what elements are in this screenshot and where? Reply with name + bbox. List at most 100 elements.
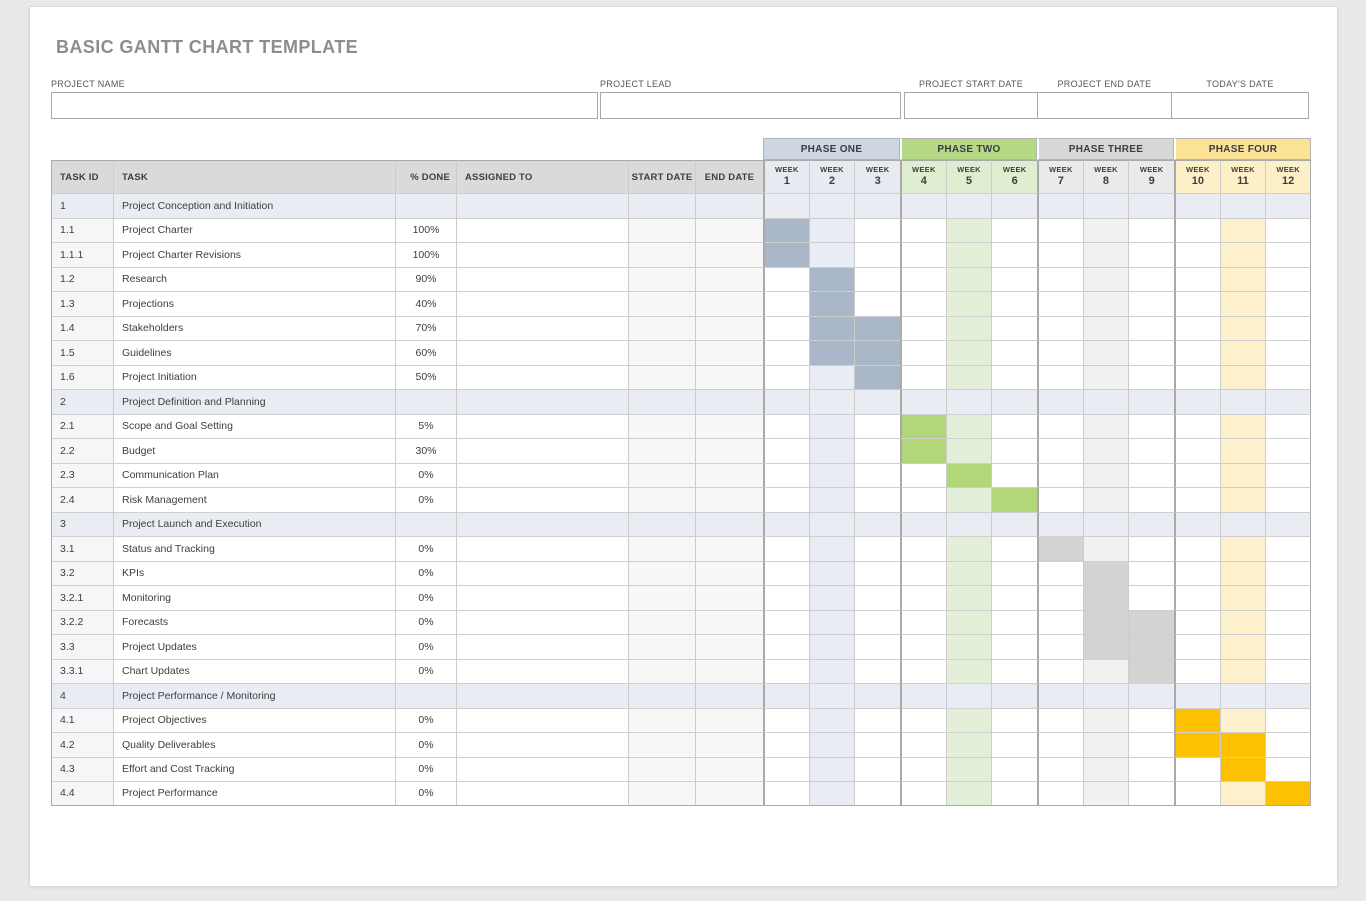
start-date-cell[interactable]	[628, 732, 695, 757]
gantt-cell-week-8[interactable]	[1082, 266, 1129, 291]
gantt-cell-week-2[interactable]	[808, 291, 855, 316]
project-lead-input[interactable]	[600, 92, 901, 119]
percent-done-cell[interactable]	[395, 683, 456, 708]
task-cell[interactable]: Project Conception and Initiation	[113, 193, 395, 218]
gantt-cell-week-2[interactable]	[808, 707, 855, 732]
gantt-cell-week-11[interactable]	[1219, 291, 1266, 316]
start-date-cell[interactable]	[628, 291, 695, 316]
gantt-cell-week-1[interactable]	[763, 756, 809, 781]
gantt-cell-week-6[interactable]	[991, 560, 1037, 585]
gantt-cell-week-8[interactable]	[1082, 707, 1129, 732]
gantt-cell-week-12[interactable]	[1265, 536, 1311, 561]
task-cell[interactable]: Project Charter	[113, 217, 395, 242]
gantt-cell-week-11[interactable]	[1219, 732, 1266, 757]
gantt-cell-week-12[interactable]	[1265, 634, 1311, 659]
gantt-cell-week-12[interactable]	[1265, 413, 1311, 438]
task-cell[interactable]: Project Initiation	[113, 364, 395, 389]
gantt-cell-week-8[interactable]	[1082, 364, 1129, 389]
task-id-cell[interactable]: 3.2.1	[51, 585, 113, 610]
gantt-cell-week-9[interactable]	[1128, 658, 1174, 683]
percent-done-cell[interactable]: 0%	[395, 781, 456, 806]
task-id-cell[interactable]: 1.3	[51, 291, 113, 316]
gantt-cell-week-4[interactable]	[900, 389, 946, 414]
percent-done-cell[interactable]: 50%	[395, 364, 456, 389]
gantt-cell-week-5[interactable]	[945, 193, 992, 218]
gantt-cell-week-8[interactable]	[1082, 389, 1129, 414]
start-date-cell[interactable]	[628, 511, 695, 536]
gantt-cell-week-12[interactable]	[1265, 609, 1311, 634]
gantt-cell-week-11[interactable]	[1219, 193, 1266, 218]
gantt-cell-week-2[interactable]	[808, 364, 855, 389]
assigned-to-cell[interactable]	[456, 266, 628, 291]
gantt-cell-week-12[interactable]	[1265, 756, 1311, 781]
gantt-cell-week-11[interactable]	[1219, 266, 1266, 291]
gantt-cell-week-9[interactable]	[1128, 487, 1174, 512]
gantt-cell-week-12[interactable]	[1265, 291, 1311, 316]
task-cell[interactable]: Project Updates	[113, 634, 395, 659]
start-date-cell[interactable]	[628, 683, 695, 708]
end-date-cell[interactable]	[695, 585, 763, 610]
gantt-cell-week-1[interactable]	[763, 266, 809, 291]
gantt-cell-week-3[interactable]	[854, 364, 900, 389]
gantt-cell-week-7[interactable]	[1037, 487, 1083, 512]
gantt-cell-week-7[interactable]	[1037, 291, 1083, 316]
gantt-cell-week-10[interactable]	[1174, 242, 1220, 267]
task-cell[interactable]: Research	[113, 266, 395, 291]
gantt-cell-week-12[interactable]	[1265, 364, 1311, 389]
gantt-cell-week-5[interactable]	[945, 291, 992, 316]
gantt-cell-week-9[interactable]	[1128, 364, 1174, 389]
task-id-cell[interactable]: 3.3.1	[51, 658, 113, 683]
percent-done-cell[interactable]	[395, 193, 456, 218]
start-date-cell[interactable]	[628, 756, 695, 781]
gantt-cell-week-7[interactable]	[1037, 658, 1083, 683]
gantt-cell-week-11[interactable]	[1219, 634, 1266, 659]
gantt-cell-week-9[interactable]	[1128, 511, 1174, 536]
start-date-cell[interactable]	[628, 438, 695, 463]
gantt-cell-week-8[interactable]	[1082, 560, 1129, 585]
gantt-cell-week-4[interactable]	[900, 266, 946, 291]
gantt-cell-week-3[interactable]	[854, 585, 900, 610]
gantt-cell-week-2[interactable]	[808, 560, 855, 585]
gantt-cell-week-9[interactable]	[1128, 781, 1174, 806]
gantt-cell-week-8[interactable]	[1082, 242, 1129, 267]
percent-done-cell[interactable]: 70%	[395, 315, 456, 340]
gantt-cell-week-3[interactable]	[854, 217, 900, 242]
end-date-cell[interactable]	[695, 536, 763, 561]
end-date-cell[interactable]	[695, 438, 763, 463]
gantt-cell-week-4[interactable]	[900, 585, 946, 610]
percent-done-cell[interactable]: 0%	[395, 658, 456, 683]
gantt-cell-week-10[interactable]	[1174, 732, 1220, 757]
percent-done-cell[interactable]	[395, 511, 456, 536]
gantt-cell-week-7[interactable]	[1037, 266, 1083, 291]
gantt-cell-week-10[interactable]	[1174, 340, 1220, 365]
gantt-cell-week-1[interactable]	[763, 781, 809, 806]
assigned-to-cell[interactable]	[456, 732, 628, 757]
gantt-cell-week-3[interactable]	[854, 462, 900, 487]
gantt-cell-week-6[interactable]	[991, 340, 1037, 365]
assigned-to-cell[interactable]	[456, 462, 628, 487]
gantt-cell-week-9[interactable]	[1128, 389, 1174, 414]
end-date-cell[interactable]	[695, 781, 763, 806]
gantt-cell-week-3[interactable]	[854, 193, 900, 218]
start-date-cell[interactable]	[628, 781, 695, 806]
gantt-cell-week-4[interactable]	[900, 364, 946, 389]
gantt-cell-week-7[interactable]	[1037, 217, 1083, 242]
gantt-cell-week-10[interactable]	[1174, 658, 1220, 683]
gantt-cell-week-9[interactable]	[1128, 536, 1174, 561]
start-date-cell[interactable]	[628, 193, 695, 218]
gantt-cell-week-4[interactable]	[900, 315, 946, 340]
gantt-cell-week-11[interactable]	[1219, 585, 1266, 610]
gantt-cell-week-11[interactable]	[1219, 756, 1266, 781]
assigned-to-cell[interactable]	[456, 291, 628, 316]
gantt-cell-week-11[interactable]	[1219, 315, 1266, 340]
gantt-cell-week-4[interactable]	[900, 609, 946, 634]
gantt-cell-week-9[interactable]	[1128, 193, 1174, 218]
assigned-to-cell[interactable]	[456, 364, 628, 389]
project-name-input[interactable]	[51, 92, 598, 119]
task-cell[interactable]: Guidelines	[113, 340, 395, 365]
gantt-cell-week-11[interactable]	[1219, 340, 1266, 365]
gantt-cell-week-12[interactable]	[1265, 315, 1311, 340]
end-date-cell[interactable]	[695, 217, 763, 242]
gantt-cell-week-2[interactable]	[808, 536, 855, 561]
gantt-cell-week-10[interactable]	[1174, 438, 1220, 463]
